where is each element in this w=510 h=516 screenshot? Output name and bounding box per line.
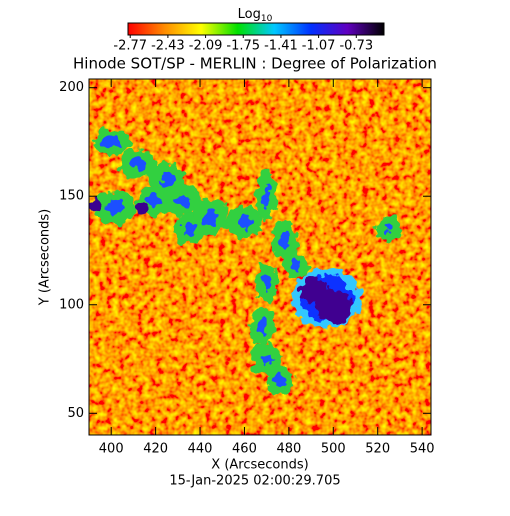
feature xyxy=(136,202,149,213)
x-tick-label: 460 xyxy=(232,442,257,457)
feature xyxy=(173,194,191,207)
feature xyxy=(263,274,271,292)
x-tick-label: 400 xyxy=(99,442,124,457)
colorbar-tick-label: -1.07 xyxy=(302,39,336,54)
heatmap-texture xyxy=(89,79,431,435)
plot-frame xyxy=(88,78,432,436)
feature xyxy=(89,201,103,214)
y-tick-label: 150 xyxy=(59,189,84,204)
colorbar-tick-label: -1.41 xyxy=(264,39,298,54)
x-tick-label: 500 xyxy=(321,442,346,457)
feature xyxy=(102,137,120,147)
x-tick-label: 480 xyxy=(276,442,301,457)
feature xyxy=(275,374,285,387)
feature xyxy=(237,215,252,230)
colorbar-label-text: Log xyxy=(238,7,261,22)
feature xyxy=(279,231,290,249)
y-tick-label: 100 xyxy=(59,297,84,312)
x-tick-label: 420 xyxy=(143,442,168,457)
feature xyxy=(129,157,147,170)
x-axis-label: X (Arcseconds) xyxy=(211,458,308,473)
x-tick-label: 540 xyxy=(410,442,435,457)
feature xyxy=(260,353,273,366)
feature xyxy=(203,209,219,227)
feature xyxy=(182,222,195,235)
heatmap-image xyxy=(89,79,431,435)
feature xyxy=(147,194,165,207)
colorbar-label: Log10 xyxy=(238,7,273,24)
feature xyxy=(315,289,352,324)
feature xyxy=(158,172,176,185)
chart-title: Hinode SOT/SP - MERLIN : Degree of Polar… xyxy=(73,55,437,73)
colorbar-tick-label: -2.09 xyxy=(189,39,223,54)
colorbar-tick-label: -1.75 xyxy=(226,39,260,54)
feature xyxy=(257,318,268,335)
colorbar-tick-label: -2.77 xyxy=(113,39,147,54)
x-tick-label: 440 xyxy=(188,442,213,457)
y-tick-label: 200 xyxy=(59,80,84,95)
y-axis-label: Y (Arcseconds) xyxy=(38,209,53,306)
colorbar-tick-label: -2.43 xyxy=(151,39,185,54)
colorbar-tick-label: -0.73 xyxy=(339,39,373,54)
feature xyxy=(290,260,301,271)
polarization-features xyxy=(89,128,402,396)
feature xyxy=(263,184,271,209)
x-tick-label: 520 xyxy=(365,442,390,457)
feature xyxy=(384,223,394,234)
timestamp: 15-Jan-2025 02:00:29.705 xyxy=(169,474,340,489)
colorbar-label-subscript: 10 xyxy=(261,14,273,24)
feature xyxy=(106,199,126,215)
colorbar xyxy=(127,22,385,36)
y-tick-label: 50 xyxy=(67,406,84,421)
